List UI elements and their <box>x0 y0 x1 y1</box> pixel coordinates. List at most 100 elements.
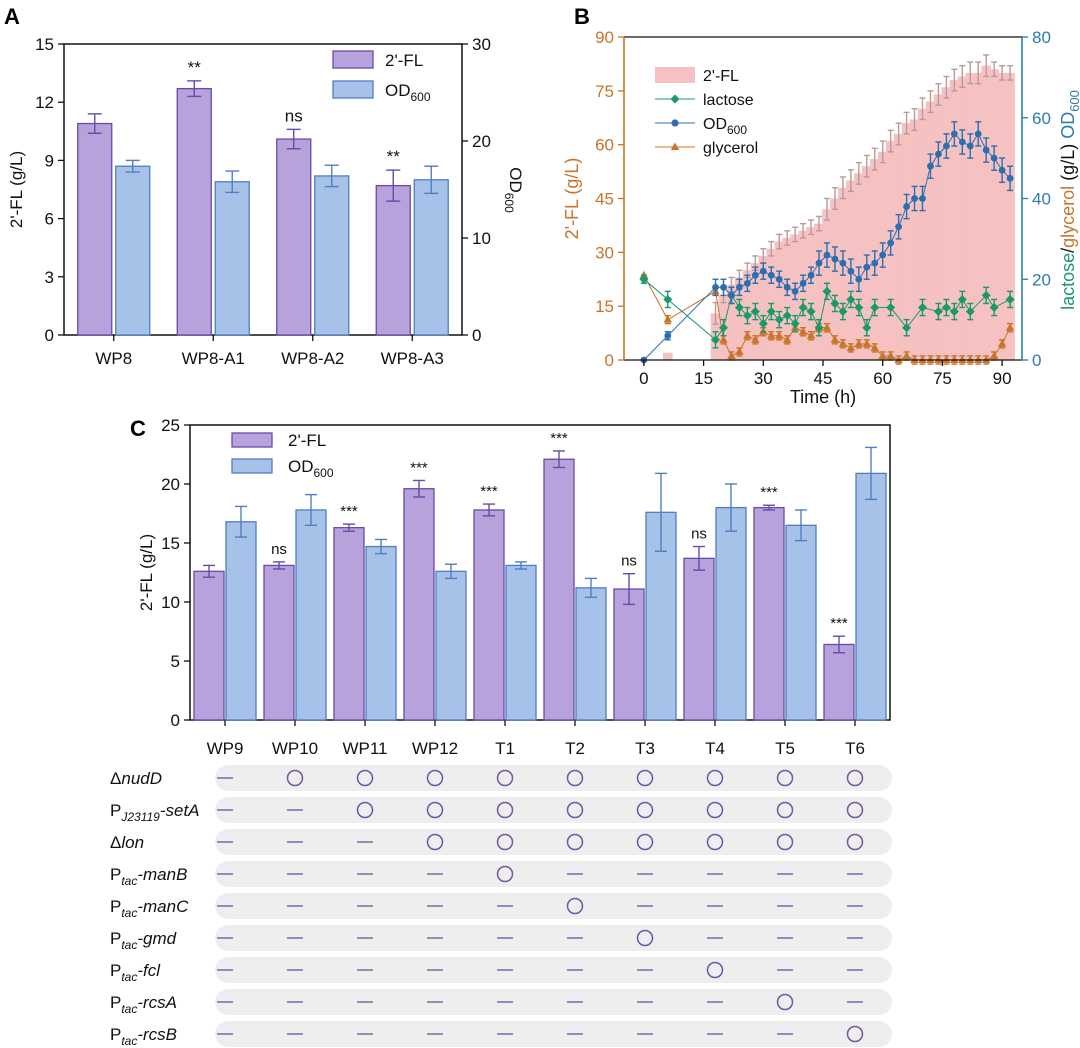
modification-present-circle <box>846 801 864 819</box>
modification-row-label: PJ23119-setA <box>110 801 200 824</box>
modification-row-bg <box>215 861 892 887</box>
chart-b-xtick-label: 90 <box>993 369 1012 388</box>
chart-c-bar-2fl <box>613 588 645 721</box>
chart-a-legend-swatch <box>332 80 374 99</box>
modification-present-circle <box>496 865 514 883</box>
chart-b-point-od600 <box>863 263 871 271</box>
modification-present-circle <box>566 897 584 915</box>
chart-b-point-glycerol <box>767 331 776 339</box>
chart-b-point-od600 <box>712 283 719 291</box>
chart-b-point-od600 <box>887 239 895 247</box>
chart-c-legend-swatch <box>231 432 273 448</box>
chart-b-xtick-label: 60 <box>873 369 892 388</box>
modification-present-circle <box>496 833 514 851</box>
chart-b-ytick-label: 15 <box>595 297 614 316</box>
chart-b-ytick-label: 0 <box>605 351 614 370</box>
chart-b-point-lactose <box>790 319 800 329</box>
chart-b-bar-2fl <box>973 72 984 360</box>
modification-present-circle <box>776 833 794 851</box>
modification-present-circle <box>426 801 444 819</box>
chart-a-bar-od600 <box>413 179 449 336</box>
chart-b-point-od600 <box>720 283 727 291</box>
chart-b-xtick-label: 30 <box>754 369 773 388</box>
chart-b-point-od600 <box>919 195 926 202</box>
chart-c-ytick-label: 20 <box>161 475 180 494</box>
chart-b-point-od600 <box>759 267 767 275</box>
chart-b-y2tick-label: 40 <box>1032 190 1051 209</box>
chart-b-y2tick-label: 60 <box>1032 109 1051 128</box>
chart-b-point-glycerol <box>854 339 864 347</box>
chart-b-point-od600 <box>903 203 910 210</box>
modification-row-bg <box>215 957 892 983</box>
chart-a-significance: ** <box>387 147 401 166</box>
chart-b-point-glycerol <box>719 335 728 343</box>
chart-b-legend-label-main: glycerol <box>703 140 758 157</box>
chart-b-point-od600 <box>942 142 950 150</box>
chart-c-significance: ns <box>691 526 707 543</box>
chart-b-bar-2fl <box>662 352 673 360</box>
chart-b-point-glycerol <box>966 355 975 363</box>
chart-b-point-od600 <box>966 142 974 150</box>
chart-c-xtick-label: T3 <box>635 739 655 758</box>
chart-b-point-od600 <box>783 283 791 291</box>
modification-row-prefix: P <box>110 801 121 820</box>
chart-a-significance: ** <box>188 58 202 77</box>
modification-present-circle <box>776 801 794 819</box>
chart-c-ytick-label: 0 <box>171 711 180 730</box>
chart-b-point-lactose <box>750 307 760 317</box>
chart-b-point-glycerol <box>894 355 903 363</box>
chart-b-ytick-label: 45 <box>595 190 614 209</box>
chart-c-significance: *** <box>480 483 498 500</box>
chart-b-point-od600 <box>927 162 934 170</box>
chart-b-point-glycerol <box>822 323 832 331</box>
chart-b-ylabel: 2'-FL (g/L) <box>562 158 582 240</box>
chart-c-bar-2fl <box>753 506 785 721</box>
chart-b-point-lactose <box>941 303 951 313</box>
chart-b-point-lactose <box>766 307 776 317</box>
chart-b-point-glycerol <box>950 355 959 363</box>
chart-b-point-lactose <box>902 323 912 333</box>
chart-b-point-lactose <box>838 307 848 317</box>
chart-b-bar-2fl <box>1005 72 1015 360</box>
chart-b-point-lactose <box>965 307 975 317</box>
chart-b-bar-2fl <box>734 277 745 360</box>
chart-c-bar-od600 <box>365 545 397 721</box>
chart-c-significance: *** <box>830 615 848 632</box>
chart-b-legend-marker <box>671 119 679 127</box>
chart-b-ytick-label: 75 <box>595 82 614 101</box>
chart-b-point-od600 <box>974 130 982 138</box>
chart-c-legend-label-main: OD <box>288 457 314 476</box>
modification-present-circle <box>706 961 724 979</box>
chart-c-xtick-label: WP10 <box>272 739 318 758</box>
chart-c-legend-label: 2'-FL <box>288 431 326 450</box>
chart-c-significance: *** <box>760 484 778 501</box>
chart-c-bar-od600 <box>785 524 817 721</box>
chart-c-bar-2fl <box>683 557 715 721</box>
chart-b-xtick-label: 45 <box>814 369 833 388</box>
chart-b-bar-2fl <box>774 241 785 360</box>
modification-row-gene: -rcsB <box>137 1025 177 1044</box>
chart-c-bar-2fl <box>193 570 225 721</box>
chart-b-point-od600 <box>895 223 903 231</box>
panel-a-letter: A <box>4 4 20 29</box>
chart-b-bar-2fl <box>965 72 976 360</box>
chart-a-significance: ns <box>285 106 303 125</box>
modification-row-label: Ptac-rcsB <box>110 1025 177 1048</box>
modification-row-prefix: Δ <box>110 833 121 852</box>
chart-a-bar-2fl <box>276 138 312 336</box>
chart-b-point-glycerol <box>870 343 879 351</box>
chart-c-xtick-label: WP9 <box>207 739 244 758</box>
chart-b-point-glycerol <box>910 355 919 363</box>
modification-row-bg <box>215 925 892 951</box>
chart-b-point-glycerol <box>981 355 991 363</box>
chart-b-point-lactose <box>957 294 967 304</box>
chart-b-legend-label-main: OD <box>703 116 727 133</box>
modification-row-promoter: tac <box>121 1002 137 1016</box>
modification-row-prefix: P <box>110 865 121 884</box>
modification-present-circle <box>566 769 584 787</box>
chart-a-bar-2fl <box>77 122 113 336</box>
modification-present-circle <box>776 993 794 1011</box>
chart-c-legend-swatch <box>231 458 273 474</box>
chart-b-point-od600 <box>799 279 807 287</box>
modification-present-circle <box>636 833 654 851</box>
